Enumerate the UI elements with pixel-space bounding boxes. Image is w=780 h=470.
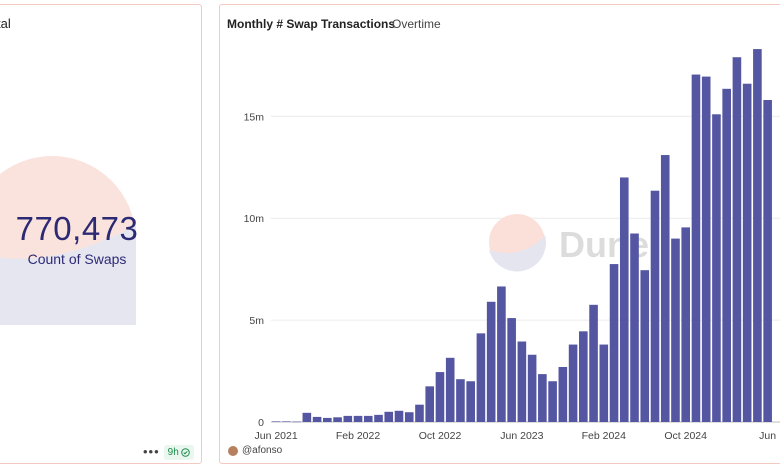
chart-bar[interactable] <box>271 421 281 422</box>
chart-bar[interactable] <box>282 421 291 422</box>
chart-bar[interactable] <box>374 414 383 422</box>
y-tick-label: 10m <box>244 213 265 225</box>
chart-bar[interactable] <box>394 410 404 422</box>
chart-bar[interactable] <box>589 304 598 422</box>
chart-bar[interactable] <box>742 83 752 422</box>
more-dots-icon[interactable]: ••• <box>143 444 160 459</box>
chart-subtitle: Overtime <box>392 17 441 31</box>
chart-bar[interactable] <box>302 412 312 422</box>
chart-bar[interactable] <box>660 155 670 423</box>
chart-bar[interactable] <box>722 88 731 422</box>
chart-bar[interactable] <box>650 190 660 422</box>
chart-bar[interactable] <box>538 374 547 422</box>
chart-bar[interactable] <box>558 366 568 422</box>
chart-bar[interactable] <box>476 333 486 422</box>
chart-bar[interactable] <box>599 344 609 422</box>
chart-bar[interactable] <box>579 331 588 422</box>
chart-bar[interactable] <box>445 357 455 422</box>
counter-value: 770,473 <box>15 210 139 247</box>
chart-bar[interactable] <box>497 286 506 422</box>
chart-bar[interactable] <box>323 417 332 422</box>
counter-label: Count of Swaps <box>27 251 127 267</box>
chart-bar[interactable] <box>630 233 639 423</box>
chart-bar[interactable] <box>619 177 629 422</box>
x-tick-label: Oct 2022 <box>419 430 462 442</box>
y-tick-label: 5m <box>249 315 264 327</box>
counter-panel-title: tal <box>0 16 11 31</box>
chart-bar[interactable] <box>517 341 527 422</box>
chart-bar[interactable] <box>701 76 711 422</box>
y-axis: 0 5m 10m 15m <box>244 111 265 429</box>
counter-panel: tal 770,473 Count of Swaps ••• 9h <box>0 4 202 464</box>
chart-bar[interactable] <box>527 354 537 422</box>
chart-bar[interactable] <box>456 379 465 422</box>
refresh-age-badge[interactable]: 9h <box>163 444 194 460</box>
chart-bar[interactable] <box>548 381 557 422</box>
chart-bar[interactable] <box>691 74 701 423</box>
x-tick-label: Jun 2023 <box>500 430 543 442</box>
x-tick-label: Jun <box>759 430 776 442</box>
check-circle-icon <box>181 447 190 457</box>
chart-bar[interactable] <box>404 412 414 422</box>
chart-bar[interactable] <box>363 415 373 422</box>
counter-footer: ••• 9h <box>143 444 194 460</box>
y-tick-label: 0 <box>258 417 264 429</box>
chart-bars <box>271 49 772 423</box>
dune-logo-lower <box>489 235 546 272</box>
x-tick-label: Oct 2024 <box>664 430 707 442</box>
chart-bar[interactable] <box>312 416 322 422</box>
user-avatar-icon <box>228 445 238 456</box>
refresh-age-text: 9h <box>167 446 179 458</box>
chart-bar[interactable] <box>292 421 301 423</box>
x-tick-label: Feb 2024 <box>582 430 627 442</box>
author-row[interactable]: @afonso <box>228 445 282 456</box>
author-name: @afonso <box>242 445 283 456</box>
x-tick-label: Feb 2022 <box>336 430 381 442</box>
chart-bar[interactable] <box>671 238 680 422</box>
chart-bar[interactable] <box>640 270 650 422</box>
chart-bar[interactable] <box>486 301 496 422</box>
chart-bar[interactable] <box>507 318 516 422</box>
chart-bar[interactable] <box>466 381 475 422</box>
x-axis: Jun 2021 Feb 2022 Oct 2022 Jun 2023 Feb 2024… <box>254 430 776 442</box>
chart-bar[interactable] <box>763 100 772 423</box>
chart-bar[interactable] <box>333 417 342 422</box>
chart-bar[interactable] <box>712 114 721 422</box>
chart-bar[interactable] <box>435 372 445 422</box>
chart-bar[interactable] <box>732 57 742 422</box>
chart-bar[interactable] <box>609 264 619 422</box>
chart-panel: Dune 0 5m 10m 15m Jun 2021 Feb 2022 Oct 2022 J… <box>219 4 780 464</box>
chart-bar[interactable] <box>681 227 691 422</box>
chart-bar[interactable] <box>425 386 435 422</box>
chart-bar[interactable] <box>343 415 353 422</box>
chart-bar[interactable] <box>415 404 424 422</box>
chart-bar[interactable] <box>753 49 762 422</box>
chart-bar[interactable] <box>384 411 394 422</box>
chart-bar[interactable] <box>568 344 578 422</box>
x-tick-label: Jun 2021 <box>254 430 297 442</box>
dune-logo-watermark <box>0 156 136 325</box>
chart-title: Monthly # Swap Transactions <box>227 17 396 31</box>
chart-bar[interactable] <box>353 415 363 422</box>
y-tick-label: 15m <box>244 111 265 123</box>
